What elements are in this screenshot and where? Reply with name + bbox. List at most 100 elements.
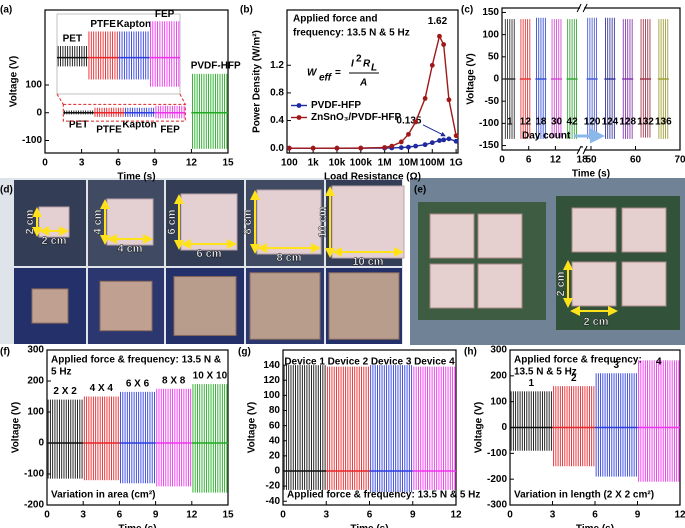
y-tick-label: 0 [38, 438, 44, 449]
series-label: 12 [520, 117, 532, 128]
y-tick-label: 0 [493, 74, 499, 85]
y-tick-label: 0 [274, 466, 280, 477]
y-tick-label: 100 [482, 29, 499, 40]
electrode-pad [571, 207, 617, 253]
x-axis-label: Load Resistance (Ω) [324, 172, 421, 183]
x-tick-label: 10k [329, 158, 346, 169]
peak-label: 0.135 [396, 115, 421, 126]
y-tick-label: 60 [269, 420, 281, 431]
y-tick-label: 0 [501, 422, 507, 433]
equation: L [371, 63, 377, 74]
inset-series-label: FEP [155, 9, 175, 20]
equation: W [307, 68, 318, 79]
series-marker [437, 33, 442, 39]
series-label: 1 [507, 117, 513, 128]
sample-bottom [31, 288, 69, 324]
axis-break [576, 3, 582, 13]
y-tick-label: 0.8 [270, 88, 284, 99]
note: Applied force & frequency: 13.5 N & [51, 355, 221, 366]
series-label: Kapton [122, 119, 156, 130]
series-label: Device 1 [284, 357, 325, 368]
y-tick-label: 100 [263, 390, 280, 401]
x-axis-label: Time (s) [576, 524, 614, 528]
x-tick-label: 3 [550, 510, 556, 521]
series-marker [437, 138, 442, 143]
annotation: Day count [522, 131, 571, 142]
series-marker [286, 145, 292, 151]
series-label: 18 [535, 117, 547, 128]
panel-label: (d) [0, 185, 13, 196]
y-tick-label: -200 [24, 500, 44, 511]
y-tick-label: -20 [266, 481, 281, 492]
y-tick-label: -100 [22, 135, 42, 146]
series-label: 1 [528, 378, 534, 389]
x-tick-label: 15 [222, 510, 234, 521]
zoom-box [62, 103, 186, 122]
equation: R [363, 59, 371, 70]
dimension-label: 2 cm [41, 235, 66, 247]
electrode-pad [429, 263, 475, 309]
series-label: 2 X 2 [53, 386, 77, 397]
sample-bottom [99, 280, 153, 332]
series-marker [453, 133, 459, 139]
y-tick-label: 300 [27, 345, 44, 356]
x-axis-label: Time (s) [118, 524, 156, 528]
y-tick-label: 20 [269, 450, 281, 461]
x-tick-label: 100k [350, 158, 373, 169]
series-label: FEP [160, 124, 180, 135]
y-tick-label: 100 [27, 407, 44, 418]
series-label: PTFE [96, 124, 122, 135]
footnote: Variation in length (2 X 2 cm²) [514, 490, 654, 501]
dimension-label: 4 cm [92, 209, 104, 234]
electrode-pad [477, 213, 523, 259]
inset-series-label: PTFE [90, 19, 116, 30]
y-tick-label: 300 [490, 345, 507, 356]
equation: A [359, 78, 367, 89]
x-axis-label: Time (s) [572, 169, 610, 180]
y-tick-label: 150 [482, 7, 499, 18]
x-tick-label: 9 [153, 510, 159, 521]
dimension-label: 4 cm [117, 243, 142, 255]
equation: I [351, 59, 354, 70]
sample-top [180, 193, 238, 251]
y-tick-label: -150 [479, 140, 499, 151]
x-tick-label: 3 [80, 510, 86, 521]
x-tick-label: 12 [674, 510, 685, 521]
x-tick-label: 0 [42, 158, 48, 169]
y-tick-label: 0 [36, 107, 42, 118]
x-tick-label: 1G [449, 158, 463, 169]
series-marker [334, 145, 340, 151]
panel-label: (g) [238, 347, 251, 358]
x-tick-label: 3 [79, 158, 85, 169]
series-label: 120 [584, 117, 601, 128]
series-label: 30 [551, 117, 563, 128]
series-label: Device 2 [328, 357, 369, 368]
series-marker [358, 145, 364, 151]
x-tick-label: 100M [420, 158, 445, 169]
series-marker [406, 131, 411, 137]
series-marker [422, 96, 428, 101]
electrode-pad [621, 207, 667, 253]
sample-bottom [173, 276, 237, 336]
x-tick-label: 9 [152, 158, 158, 169]
x-tick-label: 10M [399, 158, 418, 169]
y-tick-label: -200 [487, 474, 507, 485]
series-marker [310, 145, 316, 151]
peak-arrow [422, 124, 446, 137]
dimension-label: 2 cm [24, 209, 36, 234]
plot-frame [286, 9, 459, 154]
series-label: 136 [655, 117, 672, 128]
plot-frame [46, 349, 229, 506]
sample-bottom [249, 272, 321, 340]
panel-label: (c) [461, 5, 473, 16]
panel-label: (h) [464, 347, 477, 358]
x-tick-label: 100 [281, 158, 298, 169]
x-tick-label: 50 [585, 155, 597, 166]
plot-frame [44, 9, 229, 154]
x-axis-label: Time (s) [117, 172, 155, 183]
footnote: Variation in area (cm²) [51, 490, 155, 501]
note: Applied force & frequency: [514, 355, 642, 366]
series-label: 8 X 8 [162, 375, 186, 386]
series-label: 42 [567, 117, 579, 128]
